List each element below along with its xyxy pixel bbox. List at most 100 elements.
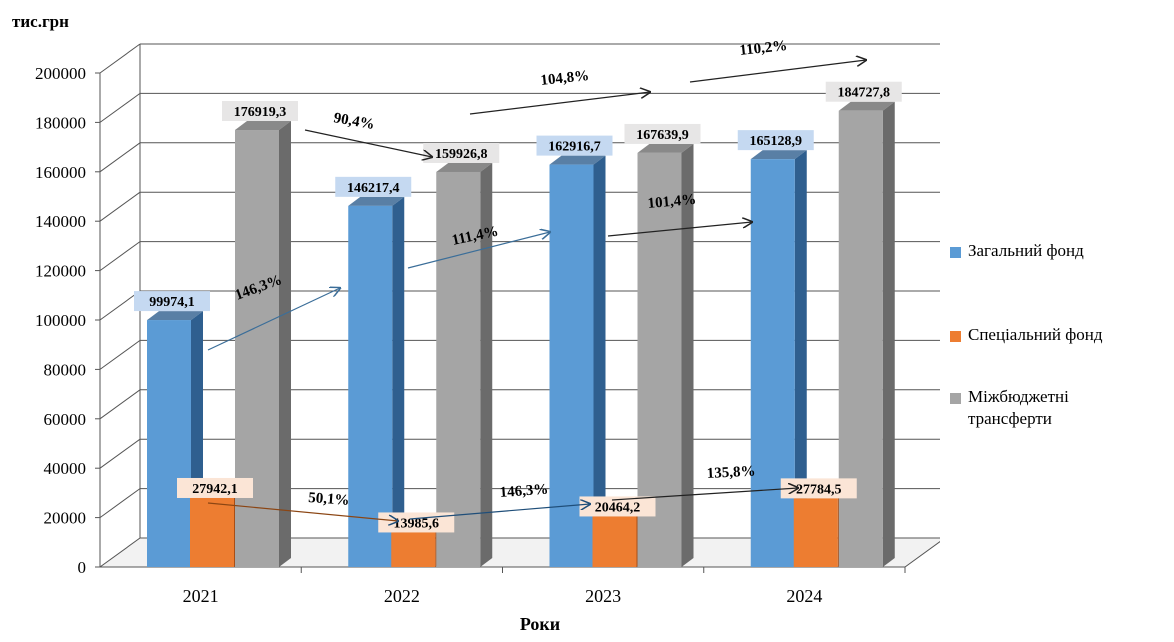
growth-arrow xyxy=(607,222,752,237)
growth-arrow xyxy=(611,488,798,501)
data-label: 165128,9 xyxy=(750,134,803,149)
x-tick-label: 2022 xyxy=(384,586,420,606)
y-tick-label: 120000 xyxy=(35,262,86,281)
data-label: 20464,2 xyxy=(595,500,641,515)
data-label-bg xyxy=(222,101,298,122)
bar-top xyxy=(549,155,606,165)
data-label: 27784,5 xyxy=(796,482,842,497)
y-tick-label: 100000 xyxy=(35,311,86,330)
bar-top xyxy=(750,150,807,160)
bar xyxy=(793,498,838,567)
bar-top xyxy=(348,196,405,206)
x-axis-title: Роки xyxy=(519,614,561,634)
y-tick-label: 60000 xyxy=(44,410,87,429)
gridline-side xyxy=(99,339,141,370)
data-label: 146217,4 xyxy=(347,181,400,196)
bar xyxy=(838,110,883,567)
growth-label: 146,3% xyxy=(499,482,549,501)
gridline-side xyxy=(99,43,141,74)
bar-side xyxy=(480,162,493,567)
y-tick-label: 80000 xyxy=(44,360,87,379)
data-label: 159926,8 xyxy=(435,147,488,162)
bar-top xyxy=(838,101,895,111)
bar-top xyxy=(147,311,203,321)
bar-side xyxy=(593,155,606,567)
bar-side xyxy=(392,196,405,567)
bar xyxy=(235,130,279,567)
growth-label: 90,4% xyxy=(332,110,375,133)
growth-label: 50,1% xyxy=(308,490,350,509)
growth-arrow xyxy=(304,129,432,157)
legend-label: Загальний фонд xyxy=(968,241,1084,260)
bar xyxy=(592,516,637,567)
data-label-bg xyxy=(335,176,412,197)
data-label: 176919,3 xyxy=(234,105,287,120)
growth-arrow xyxy=(407,232,550,269)
legend-item-general-fund: Загальний фонд xyxy=(950,240,1170,262)
bar-side xyxy=(794,150,807,567)
data-label: 167639,9 xyxy=(636,128,689,143)
legend-item-transfers: Міжбюджетні трансферти xyxy=(950,386,1118,430)
bar-chart: 0 20000 40000 60000 80000 100000 120000 140000 1… xyxy=(35,38,940,606)
y-tick-label: 160000 xyxy=(35,163,86,182)
bar xyxy=(750,159,795,567)
y-tick-label: 200000 xyxy=(35,64,86,83)
y-axis-unit-label: тис.грн xyxy=(12,12,69,31)
growth-arrow xyxy=(207,502,398,521)
gridline-side xyxy=(99,438,141,469)
legend-swatch xyxy=(950,331,961,342)
legend-label: Спеціальний фонд xyxy=(968,325,1103,344)
bar-top xyxy=(637,143,694,153)
legend-label: Міжбюджетні трансферти xyxy=(968,387,1069,428)
data-label-bg xyxy=(825,81,902,102)
gridline-side xyxy=(99,142,141,173)
data-label: 162916,7 xyxy=(548,140,601,155)
growth-arrow xyxy=(409,504,590,520)
data-label-bg xyxy=(134,291,210,312)
legend-swatch xyxy=(950,393,961,404)
gridline-side xyxy=(99,389,141,420)
data-label: 27942,1 xyxy=(192,482,238,497)
data-label-bg xyxy=(737,130,814,151)
legend-item-special-fund: Спеціальний фонд xyxy=(950,324,1118,346)
gridline-side xyxy=(99,290,141,321)
growth-arrow xyxy=(207,288,340,351)
bar xyxy=(348,205,393,567)
data-label-bg xyxy=(177,477,253,498)
chart-legend: Загальний фонд Спеціальний фонд Міжбюдже… xyxy=(950,240,1170,430)
data-label: 99974,1 xyxy=(149,295,195,310)
gridline-side xyxy=(99,92,141,123)
y-tick-label: 180000 xyxy=(35,113,86,132)
x-tick-label: 2023 xyxy=(585,586,621,606)
data-label-bg xyxy=(536,135,613,156)
x-tick-label: 2021 xyxy=(183,586,219,606)
bar xyxy=(436,171,481,567)
data-label: 184727,8 xyxy=(838,86,891,101)
growth-arrow xyxy=(689,60,866,83)
x-tick-label: 2024 xyxy=(786,586,822,606)
legend-swatch xyxy=(950,247,961,258)
bar-side xyxy=(882,101,895,567)
data-label-bg xyxy=(579,496,656,517)
bar xyxy=(391,532,436,567)
growth-label: 135,8% xyxy=(706,463,756,482)
gridline-side xyxy=(99,488,141,519)
y-tick-label: 40000 xyxy=(44,459,87,478)
gridline-side xyxy=(99,241,141,272)
data-label-bg xyxy=(423,142,500,163)
y-tick-label: 140000 xyxy=(35,212,86,231)
bar xyxy=(147,320,191,567)
data-label-bg xyxy=(780,478,857,499)
growth-arrow xyxy=(469,92,650,115)
bar-top xyxy=(235,121,291,131)
data-label: 13985,6 xyxy=(394,516,440,531)
bar-side xyxy=(681,143,694,567)
gridline-side xyxy=(99,191,141,222)
y-tick-label: 20000 xyxy=(44,509,87,528)
bar xyxy=(190,497,234,567)
growth-label: 101,4% xyxy=(647,192,697,212)
data-label-bg xyxy=(624,123,701,144)
chart-floor xyxy=(98,537,940,568)
y-tick-label: 0 xyxy=(78,558,87,577)
growth-label: 110,2% xyxy=(739,38,788,59)
